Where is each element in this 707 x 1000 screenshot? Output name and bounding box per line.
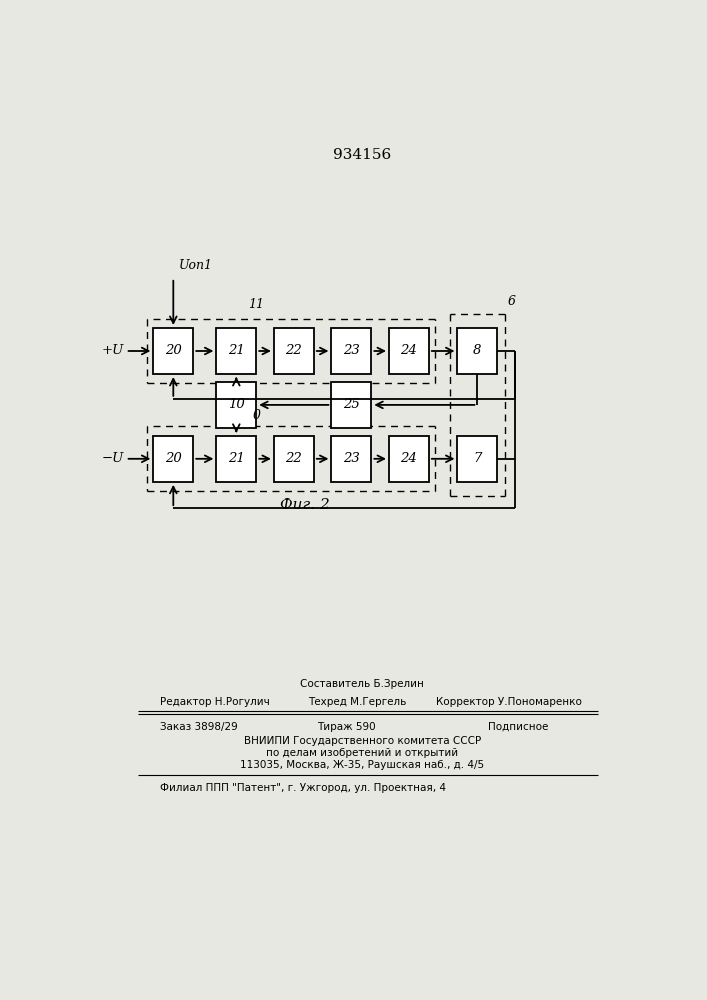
Bar [332,382,371,428]
Bar [457,328,498,374]
Text: 20: 20 [165,344,182,358]
Bar [389,328,429,374]
Text: Подписное: Подписное [489,722,549,732]
Text: 21: 21 [228,452,245,465]
Text: 934156: 934156 [333,148,392,162]
Text: 23: 23 [343,452,360,465]
Text: 7: 7 [473,452,481,465]
Text: Составитель Б.Зрелин: Составитель Б.Зрелин [300,679,424,689]
Text: +U: +U [101,344,124,358]
Text: 10: 10 [228,398,245,411]
Text: 22: 22 [286,344,302,358]
Bar [274,436,314,482]
Bar [332,436,371,482]
Text: по делам изобретений и открытий: по делам изобретений и открытий [267,748,458,758]
Text: 20: 20 [165,452,182,465]
Text: 113035, Москва, Ж-35, Раушская наб., д. 4/5: 113035, Москва, Ж-35, Раушская наб., д. … [240,760,484,770]
Bar [216,436,257,482]
Text: 6: 6 [508,295,516,308]
Text: Тираж 590: Тираж 590 [317,722,375,732]
Bar [216,382,257,428]
Text: 23: 23 [343,344,360,358]
Text: Филиал ППП "Патент", г. Ужгород, ул. Проектная, 4: Филиал ППП "Патент", г. Ужгород, ул. Про… [160,783,445,793]
Text: Техред М.Гергель: Техред М.Гергель [308,697,406,707]
Text: −U: −U [101,452,124,465]
Bar [457,436,498,482]
Bar [332,328,371,374]
Text: Корректор У.Пономаренко: Корректор У.Пономаренко [436,697,582,707]
Bar [389,436,429,482]
Text: 24: 24 [401,344,417,358]
Text: Заказ 3898/29: Заказ 3898/29 [160,722,238,732]
Text: Фиг. 2: Фиг. 2 [280,498,329,512]
Text: 11: 11 [248,298,264,311]
Text: 8: 8 [473,344,481,358]
Text: 25: 25 [343,398,360,411]
Text: 0: 0 [252,409,260,422]
Text: ВНИИПИ Государственного комитета СССР: ВНИИПИ Государственного комитета СССР [244,736,481,746]
Bar [153,328,193,374]
Text: Редактор Н.Рогулич: Редактор Н.Рогулич [160,697,269,707]
Text: 21: 21 [228,344,245,358]
Bar [153,436,193,482]
Text: 22: 22 [286,452,302,465]
Text: 24: 24 [401,452,417,465]
Bar [274,328,314,374]
Text: Uon1: Uon1 [179,259,213,272]
Bar [216,328,257,374]
